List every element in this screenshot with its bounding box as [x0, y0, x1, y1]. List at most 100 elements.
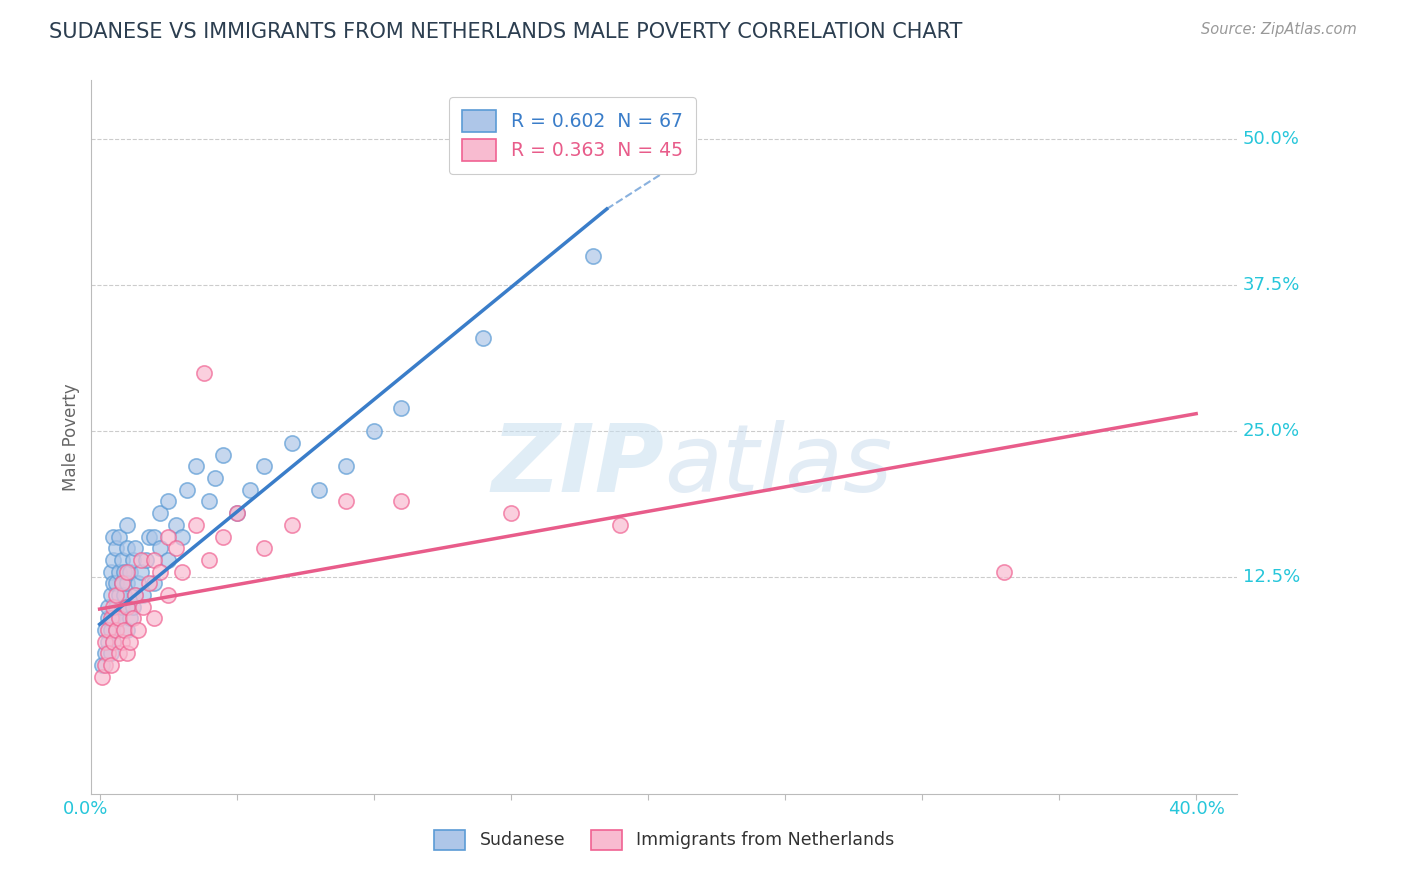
Point [110, 635, 132, 649]
Point [193, 366, 215, 380]
Point [198, 553, 221, 567]
Point [149, 541, 172, 556]
Point [107, 588, 129, 602]
Point [184, 517, 207, 532]
Point [253, 459, 276, 474]
Point [129, 565, 152, 579]
Point [105, 599, 128, 614]
Point [105, 623, 128, 637]
Text: SUDANESE VS IMMIGRANTS FROM NETHERLANDS MALE POVERTY CORRELATION CHART: SUDANESE VS IMMIGRANTS FROM NETHERLANDS … [49, 22, 963, 42]
Text: 12.5%: 12.5% [1243, 568, 1301, 586]
Point [212, 529, 235, 543]
Point [112, 588, 135, 602]
Point [97, 635, 120, 649]
Point [165, 517, 187, 532]
Point [132, 599, 155, 614]
Point [105, 623, 128, 637]
Point [127, 576, 149, 591]
Point [107, 529, 129, 543]
Point [115, 599, 138, 614]
Point [499, 506, 522, 520]
Point [100, 565, 122, 579]
Point [124, 588, 146, 602]
Point [97, 599, 120, 614]
Point [107, 647, 129, 661]
Point [105, 588, 128, 602]
Point [124, 541, 146, 556]
Point [184, 459, 207, 474]
Point [118, 635, 141, 649]
Point [100, 588, 122, 602]
Point [121, 599, 143, 614]
Point [94, 647, 117, 661]
Point [225, 506, 247, 520]
Point [165, 541, 187, 556]
Point [107, 611, 129, 625]
Point [157, 494, 180, 508]
Point [105, 576, 128, 591]
Point [121, 553, 143, 567]
Point [97, 611, 120, 625]
Point [121, 611, 143, 625]
Point [110, 576, 132, 591]
Text: 50.0%: 50.0% [1243, 129, 1301, 148]
Point [105, 541, 128, 556]
Legend: Sudanese, Immigrants from Netherlands: Sudanese, Immigrants from Netherlands [427, 822, 901, 856]
Point [100, 623, 122, 637]
Point [110, 576, 132, 591]
Point [115, 599, 138, 614]
Point [110, 553, 132, 567]
Point [118, 611, 141, 625]
Point [149, 565, 172, 579]
Point [363, 424, 385, 438]
Point [94, 635, 117, 649]
Point [103, 611, 125, 625]
Point [103, 635, 125, 649]
Point [157, 529, 180, 543]
Text: atlas: atlas [664, 420, 893, 511]
Point [97, 647, 120, 661]
Point [100, 658, 122, 673]
Point [198, 494, 221, 508]
Point [239, 483, 262, 497]
Point [91, 670, 114, 684]
Point [389, 401, 412, 415]
Point [115, 623, 138, 637]
Point [280, 517, 302, 532]
Point [176, 483, 198, 497]
Point [94, 658, 117, 673]
Point [170, 565, 193, 579]
Point [103, 599, 125, 614]
Point [609, 517, 631, 532]
Point [138, 529, 160, 543]
Text: ZIP: ZIP [492, 419, 664, 512]
Point [94, 623, 117, 637]
Point [124, 588, 146, 602]
Point [280, 436, 302, 450]
Text: 37.5%: 37.5% [1243, 276, 1301, 294]
Point [118, 565, 141, 579]
Text: 0.0%: 0.0% [63, 800, 108, 818]
Point [115, 541, 138, 556]
Point [115, 565, 138, 579]
Text: 40.0%: 40.0% [1168, 800, 1225, 818]
Point [157, 588, 180, 602]
Point [112, 623, 135, 637]
Point [582, 249, 605, 263]
Text: 25.0%: 25.0% [1243, 422, 1301, 441]
Point [170, 529, 193, 543]
Point [335, 494, 357, 508]
Point [132, 588, 155, 602]
Point [115, 647, 138, 661]
Point [91, 658, 114, 673]
Point [115, 517, 138, 532]
Point [103, 635, 125, 649]
Point [107, 611, 129, 625]
Point [253, 541, 276, 556]
Point [138, 576, 160, 591]
Point [112, 565, 135, 579]
Point [389, 494, 412, 508]
Point [107, 565, 129, 579]
Point [115, 576, 138, 591]
Point [143, 611, 166, 625]
